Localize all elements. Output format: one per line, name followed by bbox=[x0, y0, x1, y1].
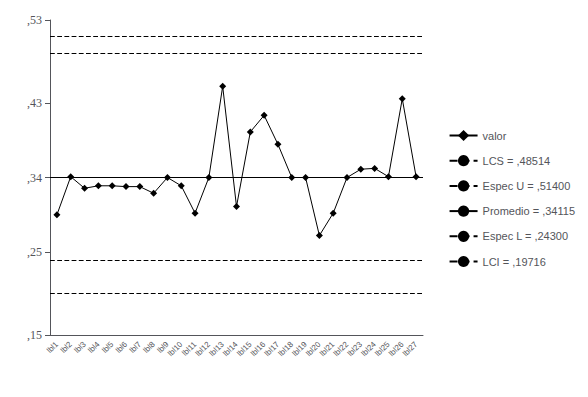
svg-text:valor: valor bbox=[483, 130, 507, 142]
svg-text:lbl5: lbl5 bbox=[100, 339, 116, 355]
svg-text:lbl22: lbl22 bbox=[331, 339, 351, 359]
svg-text:lbl18: lbl18 bbox=[276, 339, 295, 359]
svg-text:lbl11: lbl11 bbox=[180, 339, 199, 358]
svg-text:LCS = ,48514: LCS = ,48514 bbox=[483, 155, 551, 167]
svg-text:lbl14: lbl14 bbox=[221, 339, 240, 359]
svg-text:LCI = ,19716: LCI = ,19716 bbox=[483, 256, 546, 268]
svg-text:lbl21: lbl21 bbox=[318, 339, 337, 359]
svg-text:lbl3: lbl3 bbox=[73, 339, 89, 355]
svg-text:lbl1: lbl1 bbox=[45, 339, 61, 355]
svg-text:,53: ,53 bbox=[27, 13, 42, 27]
svg-text:,43: ,43 bbox=[27, 96, 42, 110]
svg-text:lbl6: lbl6 bbox=[114, 339, 130, 355]
svg-text:lbl12: lbl12 bbox=[193, 339, 213, 359]
svg-text:Promedio = ,34115: Promedio = ,34115 bbox=[483, 205, 575, 217]
svg-text:,34: ,34 bbox=[27, 171, 42, 185]
svg-text:lbl2: lbl2 bbox=[59, 339, 75, 355]
svg-text:lbl10: lbl10 bbox=[166, 339, 185, 359]
svg-text:lbl27: lbl27 bbox=[401, 339, 420, 358]
svg-text:lbl23: lbl23 bbox=[345, 339, 364, 359]
svg-text:lbl9: lbl9 bbox=[155, 339, 171, 355]
svg-text:,15: ,15 bbox=[27, 328, 42, 342]
svg-text:,25: ,25 bbox=[27, 245, 42, 259]
svg-text:lbl4: lbl4 bbox=[86, 339, 102, 355]
svg-text:lbl17: lbl17 bbox=[262, 339, 282, 359]
svg-text:lbl16: lbl16 bbox=[249, 339, 268, 359]
svg-text:lbl13: lbl13 bbox=[207, 339, 226, 359]
svg-text:lbl8: lbl8 bbox=[142, 339, 158, 355]
svg-text:lbl19: lbl19 bbox=[290, 339, 309, 359]
svg-text:lbl20: lbl20 bbox=[304, 339, 323, 359]
svg-text:lbl7: lbl7 bbox=[128, 339, 144, 355]
svg-text:lbl24: lbl24 bbox=[359, 339, 378, 359]
svg-text:Espec L = ,24300: Espec L = ,24300 bbox=[483, 230, 569, 242]
svg-text:lbl25: lbl25 bbox=[373, 339, 392, 359]
svg-text:lbl26: lbl26 bbox=[387, 339, 406, 359]
svg-text:Espec U = ,51400: Espec U = ,51400 bbox=[483, 180, 571, 192]
svg-text:lbl15: lbl15 bbox=[235, 339, 254, 359]
